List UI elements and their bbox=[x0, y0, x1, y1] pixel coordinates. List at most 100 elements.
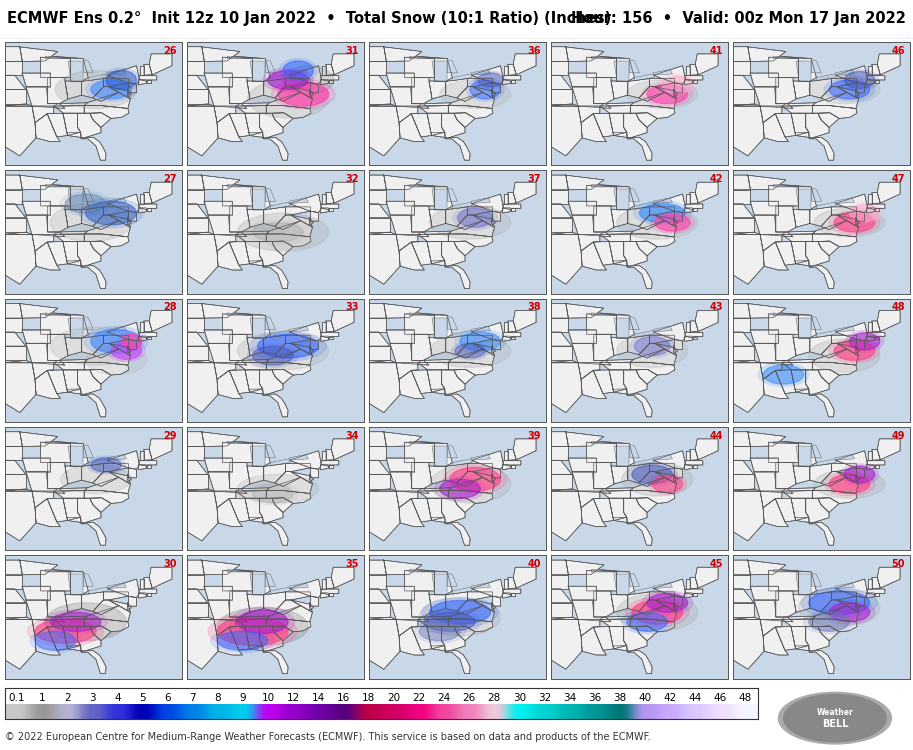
Polygon shape bbox=[551, 104, 578, 106]
Polygon shape bbox=[289, 451, 321, 470]
Polygon shape bbox=[600, 234, 630, 242]
Polygon shape bbox=[675, 82, 683, 93]
Polygon shape bbox=[653, 451, 686, 470]
Ellipse shape bbox=[849, 205, 880, 221]
Polygon shape bbox=[818, 626, 839, 640]
Text: 8: 8 bbox=[215, 693, 221, 703]
Polygon shape bbox=[68, 260, 106, 289]
Polygon shape bbox=[53, 56, 89, 82]
Polygon shape bbox=[331, 310, 354, 332]
Polygon shape bbox=[143, 578, 152, 589]
Polygon shape bbox=[0, 346, 26, 361]
Text: 9: 9 bbox=[240, 693, 247, 703]
Ellipse shape bbox=[35, 620, 96, 644]
Polygon shape bbox=[81, 592, 103, 611]
Polygon shape bbox=[754, 472, 793, 494]
Polygon shape bbox=[530, 75, 572, 89]
Polygon shape bbox=[396, 620, 418, 636]
Polygon shape bbox=[383, 175, 422, 190]
Polygon shape bbox=[793, 466, 810, 484]
Polygon shape bbox=[249, 646, 289, 674]
Polygon shape bbox=[816, 201, 840, 209]
Polygon shape bbox=[685, 76, 703, 82]
Text: 41: 41 bbox=[709, 46, 723, 56]
Polygon shape bbox=[448, 106, 493, 118]
Polygon shape bbox=[639, 472, 665, 486]
Ellipse shape bbox=[809, 591, 870, 615]
Polygon shape bbox=[47, 206, 68, 232]
Polygon shape bbox=[609, 370, 626, 392]
Polygon shape bbox=[349, 318, 386, 332]
Polygon shape bbox=[572, 344, 611, 365]
Polygon shape bbox=[611, 338, 628, 356]
Polygon shape bbox=[471, 322, 504, 341]
Polygon shape bbox=[600, 231, 634, 235]
Polygon shape bbox=[383, 46, 422, 62]
Ellipse shape bbox=[102, 68, 141, 92]
Polygon shape bbox=[310, 596, 319, 606]
Polygon shape bbox=[54, 488, 88, 491]
Polygon shape bbox=[877, 54, 900, 75]
Polygon shape bbox=[107, 451, 140, 470]
Polygon shape bbox=[223, 571, 253, 591]
Ellipse shape bbox=[247, 482, 299, 506]
Polygon shape bbox=[390, 344, 429, 365]
Ellipse shape bbox=[268, 70, 309, 89]
Ellipse shape bbox=[119, 332, 144, 350]
Polygon shape bbox=[418, 359, 451, 363]
Polygon shape bbox=[201, 175, 240, 190]
Polygon shape bbox=[201, 560, 240, 574]
Ellipse shape bbox=[457, 209, 493, 227]
Polygon shape bbox=[429, 466, 446, 484]
Polygon shape bbox=[635, 201, 657, 209]
Polygon shape bbox=[267, 490, 311, 503]
Polygon shape bbox=[396, 106, 418, 123]
Polygon shape bbox=[593, 77, 614, 104]
Polygon shape bbox=[290, 344, 312, 355]
Polygon shape bbox=[572, 600, 611, 622]
Polygon shape bbox=[270, 201, 294, 209]
Polygon shape bbox=[635, 73, 657, 81]
Polygon shape bbox=[581, 242, 606, 270]
Polygon shape bbox=[866, 80, 875, 85]
Polygon shape bbox=[624, 498, 647, 523]
Polygon shape bbox=[429, 594, 446, 612]
Ellipse shape bbox=[829, 211, 880, 235]
Polygon shape bbox=[504, 322, 509, 332]
Ellipse shape bbox=[635, 337, 670, 356]
Polygon shape bbox=[264, 592, 286, 611]
Polygon shape bbox=[349, 332, 390, 346]
Polygon shape bbox=[551, 106, 582, 156]
Polygon shape bbox=[508, 193, 516, 203]
Polygon shape bbox=[166, 318, 205, 332]
Polygon shape bbox=[369, 620, 400, 669]
Polygon shape bbox=[26, 600, 65, 622]
Polygon shape bbox=[417, 441, 452, 466]
Polygon shape bbox=[275, 472, 300, 486]
Polygon shape bbox=[675, 211, 683, 221]
Polygon shape bbox=[418, 619, 448, 626]
Polygon shape bbox=[107, 70, 126, 75]
Polygon shape bbox=[565, 560, 603, 574]
Polygon shape bbox=[404, 57, 435, 77]
Polygon shape bbox=[867, 332, 885, 338]
Polygon shape bbox=[139, 80, 147, 85]
Polygon shape bbox=[214, 363, 236, 380]
Polygon shape bbox=[442, 626, 465, 652]
Polygon shape bbox=[877, 310, 900, 332]
Polygon shape bbox=[628, 464, 649, 483]
Polygon shape bbox=[447, 573, 457, 586]
Polygon shape bbox=[448, 619, 493, 632]
Ellipse shape bbox=[250, 332, 326, 361]
Polygon shape bbox=[235, 184, 270, 210]
Polygon shape bbox=[816, 586, 840, 594]
Polygon shape bbox=[856, 211, 865, 221]
Polygon shape bbox=[139, 332, 157, 338]
Polygon shape bbox=[578, 235, 600, 251]
Ellipse shape bbox=[56, 70, 136, 109]
Polygon shape bbox=[310, 346, 313, 353]
Polygon shape bbox=[399, 370, 425, 398]
Polygon shape bbox=[511, 80, 515, 82]
Polygon shape bbox=[773, 441, 812, 443]
Polygon shape bbox=[429, 338, 446, 356]
